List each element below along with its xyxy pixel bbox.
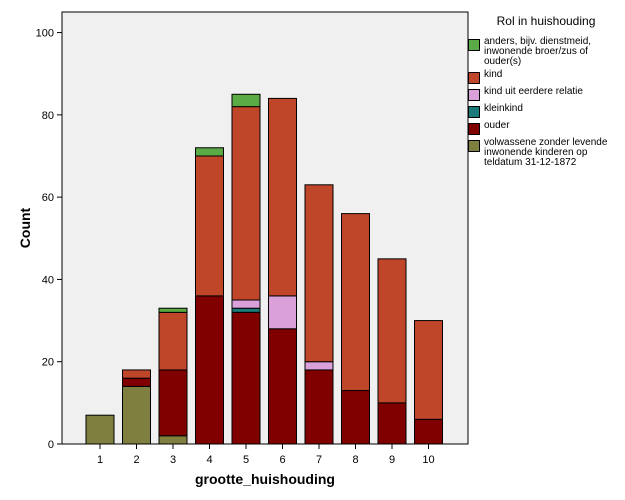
legend-item: ouder [466, 120, 616, 135]
bar-segment-kind-uit-eerdere-relatie [268, 295, 297, 330]
bar-segment-ouder [122, 377, 151, 387]
legend-label: kind uit eerdere relatie [484, 86, 583, 97]
bar-segment-kind [414, 320, 443, 420]
y-axis-title: Count [17, 207, 33, 248]
legend-swatch [468, 89, 480, 101]
legend: Rol in huishouding anders, bijv. dienstm… [466, 14, 616, 170]
x-tick-label: 7 [316, 454, 322, 466]
bar-segment-kind [122, 369, 151, 379]
bar-segment-ouder [268, 328, 297, 445]
y-tick-label: 40 [42, 274, 54, 286]
y-tick-label: 0 [48, 439, 54, 451]
x-tick-label: 1 [97, 454, 103, 466]
bar-segment-anders-bijv-dienstmeid-inwonende [158, 307, 188, 313]
x-tick-label: 5 [243, 454, 249, 466]
x-tick-label: 8 [352, 454, 358, 466]
bar-segment-kind [231, 106, 261, 301]
bar-segment-ouder [304, 369, 334, 445]
legend-swatch [468, 72, 480, 84]
legend-label: ouder [484, 120, 510, 131]
legend-label: anders, bijv. dienstmeid, inwonende broe… [484, 36, 592, 67]
legend-label: kleinkind [484, 103, 523, 114]
x-tick-label: 4 [206, 454, 212, 466]
bar-segment-ouder [231, 311, 261, 445]
legend-item: kind uit eerdere relatie [466, 86, 616, 101]
bar-segment-volwassene-zonder-levende-inwone [85, 414, 115, 445]
bar-segment-ouder [414, 418, 443, 445]
bar-segment-anders-bijv-dienstmeid-inwonende [231, 93, 261, 108]
legend-swatch [468, 39, 480, 51]
bar-segment-kind [158, 311, 188, 371]
legend-title: Rol in huishouding [496, 14, 596, 28]
y-tick-label: 100 [36, 28, 54, 40]
x-tick-label: 2 [133, 454, 139, 466]
bar-segment-volwassene-zonder-levende-inwone [158, 435, 188, 445]
legend-item: volwassene zonder levende inwonende kind… [466, 137, 616, 168]
bar-segment-kind [195, 155, 224, 297]
bar-segment-kind-uit-eerdere-relatie [231, 299, 261, 309]
bar-segment-kind-uit-eerdere-relatie [304, 361, 334, 371]
bar-segment-kind [304, 184, 334, 363]
bar-segment-anders-bijv-dienstmeid-inwonende [195, 147, 224, 157]
x-tick-label: 10 [422, 454, 434, 466]
bar-segment-kleinkind [231, 307, 261, 313]
legend-swatch [468, 140, 480, 152]
legend-item: kleinkind [466, 103, 616, 118]
x-axis-title: grootte_huishouding [195, 471, 335, 487]
x-tick-label: 9 [389, 454, 395, 466]
bar-segment-ouder [195, 295, 224, 445]
bars [85, 93, 443, 445]
legend-label: volwassene zonder levende inwonende kind… [484, 137, 608, 168]
bar-segment-volwassene-zonder-levende-inwone [122, 385, 151, 445]
bar-segment-ouder [377, 402, 407, 445]
bar-segment-kind [341, 213, 370, 392]
legend-swatch [468, 106, 480, 118]
bar-segment-kind [377, 258, 407, 404]
legend-item: anders, bijv. dienstmeid, inwonende broe… [466, 36, 616, 67]
bar-segment-ouder [341, 390, 370, 445]
y-tick-label: 20 [42, 357, 54, 369]
x-tick-label: 3 [170, 454, 176, 466]
bar-segment-kind [268, 97, 297, 297]
x-tick-label: 6 [279, 454, 285, 466]
x-axis: 1 2 3 4 5 6 7 8 9 10 [97, 444, 435, 466]
y-tick-label: 80 [42, 110, 54, 122]
legend-swatch [468, 123, 480, 135]
legend-items: anders, bijv. dienstmeid, inwonende broe… [466, 36, 616, 168]
legend-label: kind [484, 69, 503, 80]
y-tick-label: 60 [42, 192, 54, 204]
legend-item: kind [466, 69, 616, 84]
bar-segment-ouder [158, 369, 188, 437]
y-axis: 0 20 40 60 80 100 [36, 28, 62, 451]
